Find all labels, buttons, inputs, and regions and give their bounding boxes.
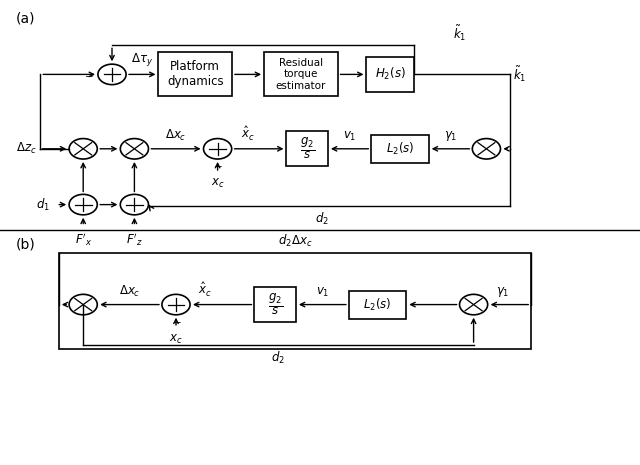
- Text: $\hat{x}_c$: $\hat{x}_c$: [198, 281, 212, 299]
- FancyBboxPatch shape: [287, 132, 328, 166]
- FancyBboxPatch shape: [159, 53, 232, 97]
- Text: $\Delta z_c$: $\Delta z_c$: [16, 141, 36, 156]
- Text: $v_1$: $v_1$: [343, 130, 356, 143]
- Text: $d_2$: $d_2$: [271, 350, 285, 366]
- FancyBboxPatch shape: [371, 135, 429, 163]
- Text: $x_c$: $x_c$: [211, 177, 225, 190]
- Text: $H_2(s)$: $H_2(s)$: [375, 66, 406, 82]
- Text: $\Delta x_c$: $\Delta x_c$: [119, 284, 140, 299]
- FancyBboxPatch shape: [264, 53, 338, 97]
- FancyBboxPatch shape: [349, 291, 406, 319]
- Text: (a): (a): [16, 12, 35, 26]
- Text: Platform
dynamics: Platform dynamics: [167, 60, 223, 88]
- Text: $d_1$: $d_1$: [36, 197, 50, 213]
- Text: $-$: $-$: [214, 160, 223, 170]
- Text: $\dfrac{g_2}{s}$: $\dfrac{g_2}{s}$: [300, 136, 315, 161]
- Text: $d_2$: $d_2$: [316, 211, 329, 227]
- Text: $x_c$: $x_c$: [169, 332, 183, 345]
- FancyBboxPatch shape: [366, 57, 415, 92]
- Text: $L_2(s)$: $L_2(s)$: [364, 297, 392, 312]
- Text: Residual
torque
estimator: Residual torque estimator: [276, 58, 326, 91]
- Text: $v_1$: $v_1$: [316, 286, 329, 299]
- Text: $d_2\Delta x_c$: $d_2\Delta x_c$: [278, 232, 312, 249]
- Text: (b): (b): [16, 237, 36, 251]
- Text: $F'_x$: $F'_x$: [74, 231, 92, 248]
- Text: $-$: $-$: [172, 316, 182, 326]
- Text: $\dfrac{g_2}{s}$: $\dfrac{g_2}{s}$: [268, 292, 283, 317]
- Text: $\gamma_1$: $\gamma_1$: [444, 129, 457, 143]
- FancyBboxPatch shape: [254, 287, 296, 322]
- Text: $L_2(s)$: $L_2(s)$: [386, 141, 414, 157]
- Text: $\Delta x_c$: $\Delta x_c$: [165, 128, 187, 143]
- Text: $F'_z$: $F'_z$: [126, 231, 143, 248]
- Text: $\gamma_1$: $\gamma_1$: [497, 285, 509, 299]
- Text: $\tilde{k}_1$: $\tilde{k}_1$: [453, 24, 466, 43]
- Text: $\tilde{k}_1$: $\tilde{k}_1$: [513, 65, 526, 84]
- Text: $-$: $-$: [84, 70, 93, 80]
- Text: $\hat{x}_c$: $\hat{x}_c$: [241, 125, 255, 143]
- Text: $\Delta\tau_y$: $\Delta\tau_y$: [131, 51, 154, 68]
